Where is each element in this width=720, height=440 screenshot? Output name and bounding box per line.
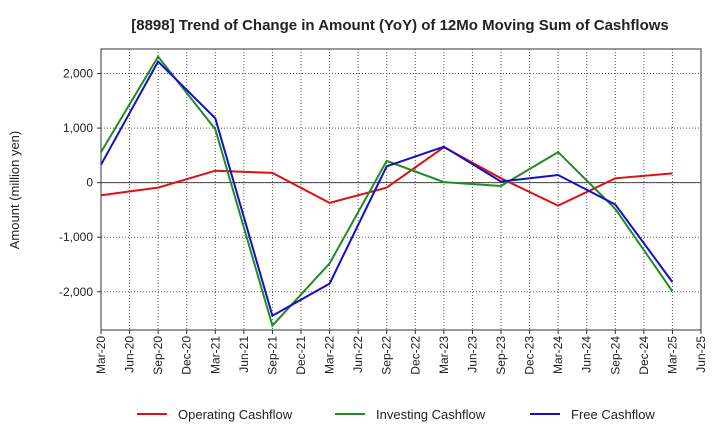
plot-area: 2,000 1,000 0 -1,000 -2,000 Mar-20 Jun-20 Sep-2… bbox=[59, 48, 708, 375]
x-tick-label: Mar-21 bbox=[208, 336, 222, 374]
x-tick-label: Dec-22 bbox=[408, 336, 422, 375]
x-tick-label: Jun-22 bbox=[351, 336, 365, 373]
y-tick-label: 1,000 bbox=[63, 121, 93, 135]
x-tick-label: Mar-22 bbox=[323, 336, 337, 374]
x-tick-label: Sep-21 bbox=[265, 336, 279, 375]
x-tick-label: Jun-20 bbox=[123, 336, 137, 373]
x-tick-label: Mar-23 bbox=[437, 336, 451, 374]
x-tick-label: Sep-23 bbox=[494, 336, 508, 375]
y-tick-label: -2,000 bbox=[59, 285, 93, 299]
x-tick-label: Sep-24 bbox=[608, 336, 622, 375]
x-tick-label: Mar-25 bbox=[665, 336, 679, 374]
legend: Operating Cashflow Investing Cashflow Free… bbox=[137, 407, 655, 422]
x-tick-label: Jun-24 bbox=[580, 336, 594, 373]
legend-label-investing-cashflow: Investing Cashflow bbox=[376, 407, 486, 422]
x-tick-label: Jun-21 bbox=[237, 336, 251, 373]
legend-label-free-cashflow: Free Cashflow bbox=[571, 407, 655, 422]
x-tick-label: Jun-23 bbox=[465, 336, 479, 373]
x-tick-label: Jun-25 bbox=[694, 336, 708, 373]
legend-label-operating-cashflow: Operating Cashflow bbox=[178, 407, 293, 422]
y-tick-label: 0 bbox=[86, 176, 93, 190]
series-line-operating-cashflow bbox=[100, 146, 673, 207]
x-tick-label: Mar-24 bbox=[551, 336, 565, 374]
x-tick-label: Sep-22 bbox=[380, 336, 394, 375]
x-tick-label: Dec-21 bbox=[294, 336, 308, 375]
chart-title: [8898] Trend of Change in Amount (YoY) o… bbox=[131, 17, 669, 34]
y-axis-label: Amount (million yen) bbox=[7, 131, 22, 250]
x-tick-label: Sep-20 bbox=[151, 336, 165, 375]
series-line-free-cashflow bbox=[100, 59, 674, 318]
x-tick-label: Dec-20 bbox=[180, 336, 194, 375]
plot-frame bbox=[100, 48, 702, 331]
x-tick-label: Dec-24 bbox=[637, 336, 651, 375]
x-tick-label: Mar-20 bbox=[94, 336, 108, 374]
series-line-investing-cashflow bbox=[100, 54, 674, 328]
y-tick-label: -1,000 bbox=[59, 230, 93, 244]
y-tick-label: 2,000 bbox=[63, 67, 93, 81]
x-tick-label: Dec-23 bbox=[523, 336, 537, 375]
